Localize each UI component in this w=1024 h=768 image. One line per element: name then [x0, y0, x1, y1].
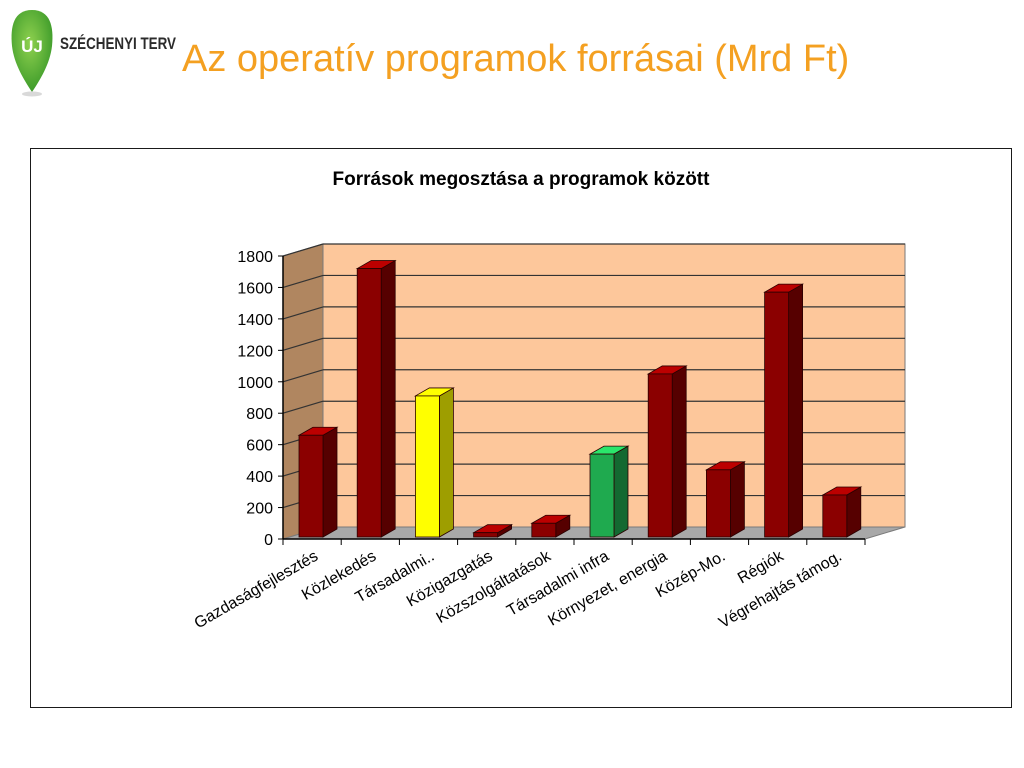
bar-side: [788, 283, 803, 538]
bar: [413, 387, 455, 538]
y-tick-label: 1200: [237, 343, 273, 360]
bar-side: [730, 461, 745, 538]
y-tick-label: 200: [246, 501, 273, 518]
bar: [588, 445, 630, 538]
bar-side: [671, 365, 687, 538]
bar-side: [846, 486, 862, 538]
gridline-side: [282, 369, 324, 383]
y-tick-label: 1800: [237, 249, 273, 266]
y-tick-label: 400: [246, 469, 273, 486]
bar-front: [356, 268, 382, 538]
bar: [821, 486, 863, 538]
gridline-side: [282, 274, 324, 289]
bar-chart: 020040060080010001200140016001800Gazdasá…: [192, 243, 906, 632]
bar: [297, 426, 339, 538]
gridline-side: [282, 306, 324, 320]
bar-front: [706, 469, 731, 538]
gridline-side: [282, 400, 324, 414]
logo-wordmark: SZÉCHENYI TERV: [60, 34, 177, 53]
bar-side: [438, 387, 454, 538]
bar: [530, 514, 572, 538]
bar-front: [647, 373, 673, 538]
szechenyi-terv-logo: ÚJ SZÉCHENYI TERV: [10, 6, 180, 98]
bar-front: [589, 453, 615, 538]
y-tick-label: 600: [246, 438, 273, 455]
gridline-side: [282, 337, 324, 351]
chart-title: Források megosztása a programok között: [332, 169, 710, 190]
bar-front: [473, 532, 499, 538]
slide-title: Az operatív programok forrásai (Mrd Ft): [182, 38, 850, 80]
bar-side: [322, 426, 338, 538]
bar: [355, 259, 397, 538]
bar-front: [531, 522, 557, 538]
y-tick-label: 0: [264, 532, 273, 549]
chart-frame: Források megosztása a programok között 0…: [30, 148, 1012, 708]
bar: [763, 283, 805, 538]
bar-side: [613, 445, 629, 538]
bar-front: [414, 395, 440, 538]
bar: [646, 365, 688, 538]
y-tick-label: 800: [246, 406, 273, 423]
y-tick-label: 1000: [237, 375, 273, 392]
gridline-side: [282, 243, 324, 257]
logo-mark: ÚJ: [21, 37, 43, 56]
bar: [704, 461, 746, 538]
bar-front: [298, 434, 324, 538]
y-tick-label: 1400: [237, 312, 273, 329]
bar-side: [380, 259, 396, 538]
y-tick-label: 1600: [237, 280, 273, 297]
bar-front: [822, 494, 848, 538]
chart-walls: [282, 243, 906, 540]
chart-axes: [278, 255, 866, 545]
bar-front: [764, 291, 789, 538]
bar: [472, 524, 514, 538]
chart-bars: [297, 259, 863, 538]
